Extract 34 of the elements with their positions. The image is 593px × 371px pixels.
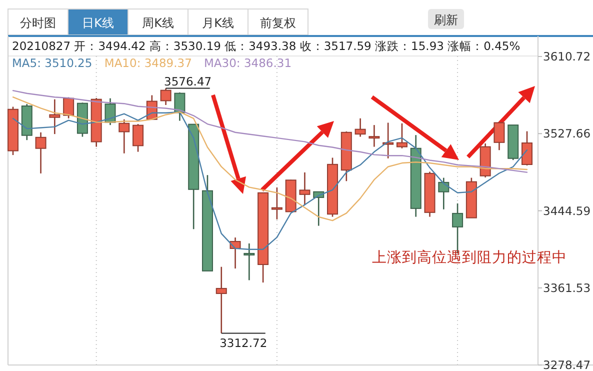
candlestick: [396, 122, 408, 149]
text: MA30: 3486.31: [204, 56, 292, 70]
candlestick: [494, 122, 505, 151]
y-tick-label: 3527.66: [543, 126, 591, 141]
text: 刷新: [434, 13, 458, 27]
y-tick-label: 3444.59: [543, 204, 591, 218]
candlestick: [354, 118, 366, 138]
candlestick: [132, 123, 144, 152]
text: 前复权: [260, 16, 296, 30]
y-tick-label: 3610.72: [543, 50, 591, 64]
text: 分时图: [20, 16, 56, 30]
candlestick: [271, 186, 282, 220]
candlestick: [216, 266, 227, 334]
annotation: 上涨到高位遇到阻力的过程中: [372, 249, 567, 266]
candlestick: [522, 130, 532, 166]
candlestick: [368, 124, 380, 148]
text: 月K线: [202, 16, 234, 30]
annotation: 3312.72: [220, 336, 268, 350]
y-tick-label: 3361.53: [543, 280, 591, 295]
chart-title: 20210827 开：3494.42 高：3530.19 低：3493.38 收：3517.59 涨跌：15.93 涨幅：0.45%: [12, 39, 520, 53]
candlestick: [35, 132, 46, 174]
candlestick: [118, 118, 130, 154]
candlestick: [49, 98, 60, 135]
line-series: [12, 90, 528, 173]
y-tick-label: 3278.47: [543, 358, 591, 371]
annotation: 3576.47: [164, 74, 212, 88]
candlestick: [438, 177, 450, 210]
text: MA5: 3510.25: [12, 56, 92, 70]
text: 周K线: [142, 16, 174, 30]
candlestick: [299, 172, 310, 206]
candlestick: [160, 88, 172, 106]
text: 日K线: [82, 16, 114, 30]
candlestick: [244, 242, 255, 281]
text: MA10: 3489.37: [104, 56, 192, 70]
